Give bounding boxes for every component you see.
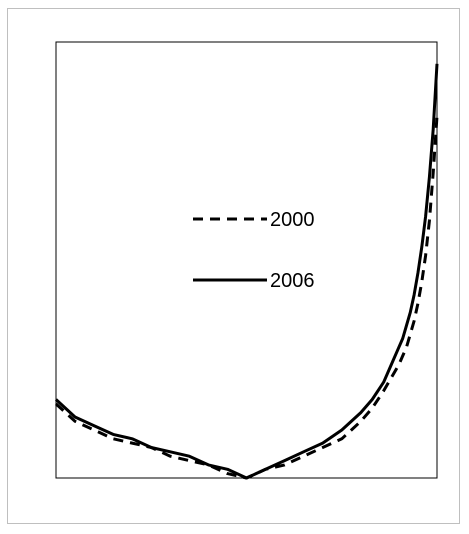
legend-label-2000: 2000 xyxy=(270,209,315,231)
series-layer xyxy=(54,63,439,480)
legend: 2000 2006 xyxy=(193,209,315,292)
series-line-2006 xyxy=(54,63,439,480)
plot-area xyxy=(55,41,438,479)
legend-label-2006: 2006 xyxy=(270,270,315,292)
